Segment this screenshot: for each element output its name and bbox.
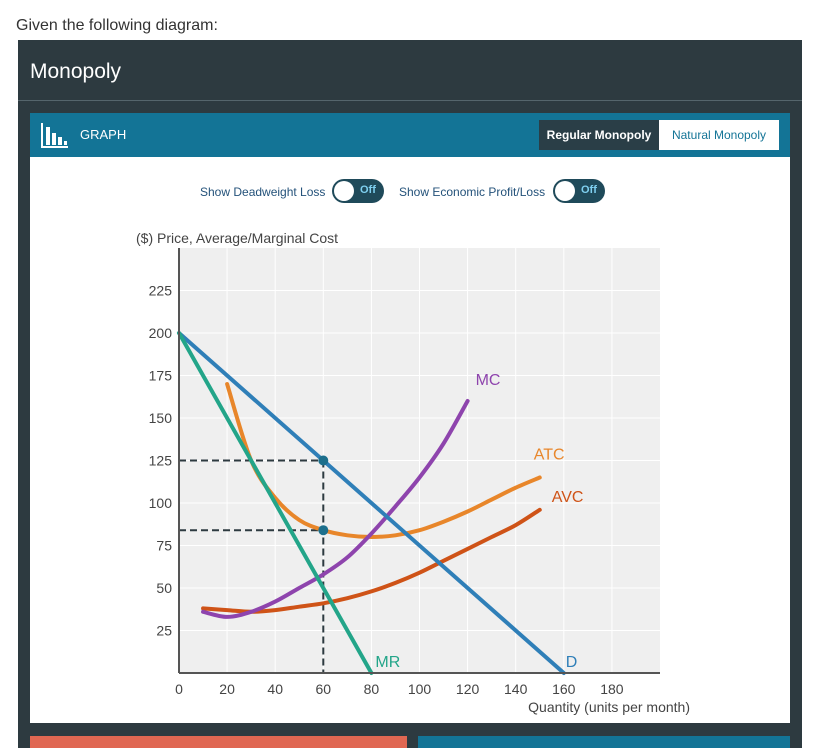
avc-curve: [201, 507, 542, 614]
x-tick-label: 120: [456, 681, 480, 697]
bar-chart-icon: [41, 123, 68, 148]
y-tick-label: 225: [149, 283, 173, 299]
tab-natural-monopoly[interactable]: Natural Monopoly: [659, 120, 779, 150]
x-tick-label: 180: [600, 681, 624, 697]
panel-divider: [18, 100, 802, 101]
atc-label: ATC: [534, 447, 565, 464]
x-tick-label: 80: [364, 681, 380, 697]
y-tick-label: 175: [149, 368, 173, 384]
x-tick-label: 40: [267, 681, 283, 697]
mc-label: MC: [476, 372, 501, 389]
graph-label: GRAPH: [80, 127, 127, 142]
x-tick-label: 140: [504, 681, 528, 697]
mr-curve: [177, 331, 374, 675]
toggle-state: Off: [581, 184, 597, 196]
x-tick-label: 160: [552, 681, 576, 697]
deadweight-loss-toggle[interactable]: Off: [332, 179, 384, 203]
y-tick-label: 100: [149, 495, 173, 511]
mr-label: MR: [375, 654, 400, 671]
deadweight-loss-label: Show Deadweight Loss: [200, 185, 326, 199]
d-curve: [177, 331, 566, 675]
y-axis-title: ($) Price, Average/Marginal Cost: [136, 230, 338, 246]
x-tick-label: 100: [408, 681, 432, 697]
equilibrium-point: [318, 525, 329, 536]
label-layer: AVC ATC MC D MR: [375, 372, 583, 671]
y-tick-label: 200: [149, 325, 173, 341]
x-axis-title: Quantity (units per month): [528, 699, 690, 715]
toggle-knob: [334, 181, 354, 201]
y-tick-label: 25: [156, 623, 172, 639]
economic-profit-label: Show Economic Profit/Loss: [399, 185, 546, 199]
equilibrium-point: [318, 455, 329, 466]
bottom-bar-left: [30, 736, 407, 748]
economic-profit-toggle[interactable]: Off: [553, 179, 605, 203]
marker-layer: [318, 455, 329, 536]
panel-title: Monopoly: [30, 60, 122, 83]
graph-header: GRAPH Regular Monopoly Natural Monopoly: [30, 113, 790, 157]
y-tick-label: 75: [156, 538, 172, 554]
tick-layer: 0 20 40 60 80 100 120 140 160 180 25 50 75 100 125 150 1…: [149, 283, 624, 698]
y-tick-label: 125: [149, 453, 173, 469]
bottom-bar-right: [418, 736, 790, 748]
x-tick-label: 60: [316, 681, 332, 697]
y-tick-label: 50: [156, 580, 172, 596]
x-tick-label: 20: [219, 681, 235, 697]
x-tick-label: 0: [175, 681, 183, 697]
tab-regular-monopoly[interactable]: Regular Monopoly: [539, 120, 659, 150]
toggle-knob: [555, 181, 575, 201]
d-label: D: [566, 654, 578, 671]
mc-curve: [201, 399, 470, 619]
y-tick-label: 150: [149, 410, 173, 426]
avc-label: AVC: [552, 489, 584, 506]
atc-curve: [225, 382, 542, 540]
intro-text: Given the following diagram:: [16, 17, 218, 34]
toggle-state: Off: [360, 184, 376, 196]
series-layer: [177, 331, 566, 675]
